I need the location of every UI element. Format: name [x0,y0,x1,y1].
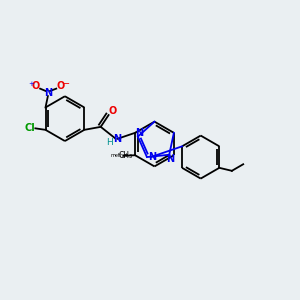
Text: H: H [106,139,112,148]
Text: methyl: methyl [110,153,127,158]
Text: N: N [148,152,156,162]
Text: O: O [32,81,40,91]
Text: O: O [109,106,117,116]
Text: Cl: Cl [25,123,35,134]
Text: N: N [135,128,143,138]
Text: CH₃: CH₃ [119,151,133,160]
Text: N: N [113,134,122,144]
Text: −: − [62,79,70,88]
Text: O: O [56,81,64,91]
Text: N: N [44,88,52,98]
Text: +: + [28,81,34,87]
Text: N: N [166,154,174,164]
